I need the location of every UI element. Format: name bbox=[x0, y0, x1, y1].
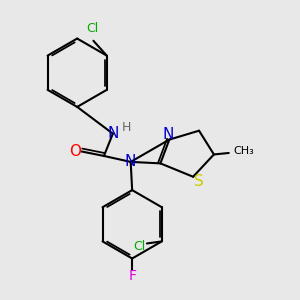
Text: O: O bbox=[69, 144, 81, 159]
Text: N: N bbox=[125, 154, 136, 169]
Text: Cl: Cl bbox=[134, 240, 146, 253]
Text: Cl: Cl bbox=[86, 22, 98, 35]
Text: N: N bbox=[107, 126, 118, 141]
Text: CH₃: CH₃ bbox=[233, 146, 254, 157]
Text: S: S bbox=[194, 174, 204, 189]
Text: F: F bbox=[128, 269, 136, 283]
Text: N: N bbox=[162, 127, 173, 142]
Text: H: H bbox=[122, 121, 131, 134]
